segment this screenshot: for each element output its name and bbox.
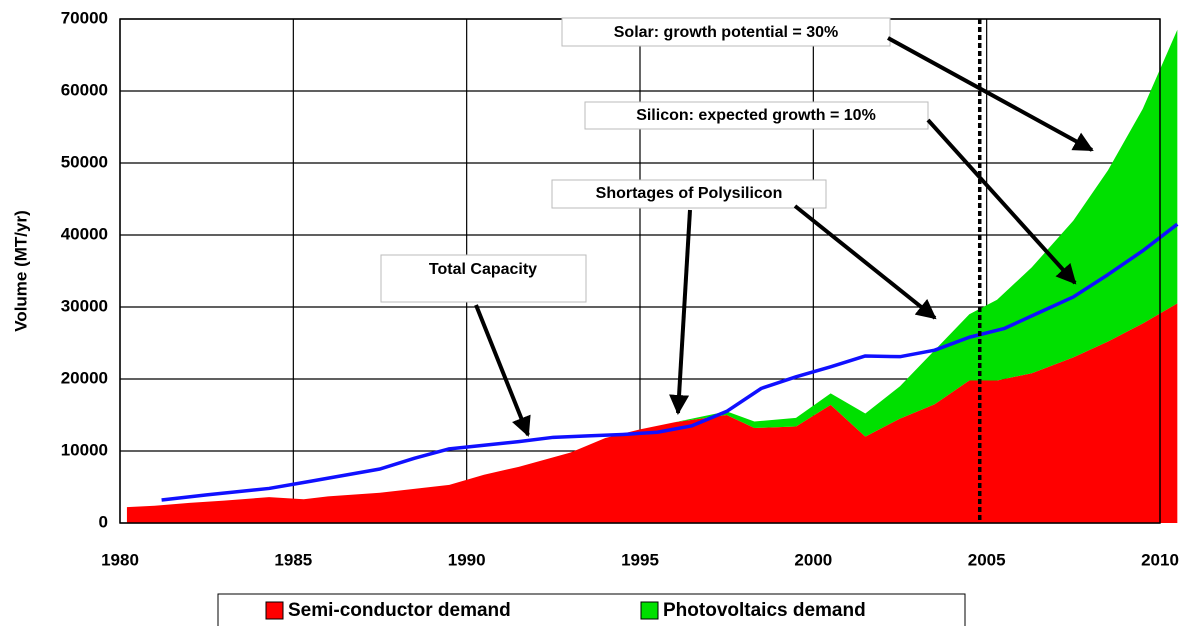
- legend-swatch: [265, 601, 284, 620]
- arrow: [793, 204, 937, 320]
- annotation-box: [561, 17, 891, 47]
- x-tick-label: 2000: [794, 550, 832, 569]
- y-tick-label: 0: [99, 512, 108, 531]
- annotation-box: [584, 101, 929, 130]
- legend-label: Semi-conductor demand: [288, 600, 511, 621]
- annotation: Shortages of Polysilicon: [596, 185, 783, 202]
- x-tick-label: 1990: [448, 550, 486, 569]
- plot: [126, 29, 1179, 523]
- annotation: Solar: growth potential = 30%: [614, 24, 838, 41]
- x-tick-label: 1995: [621, 550, 659, 569]
- annotation: Total Capacity: [429, 261, 537, 278]
- y-tick-label: 60000: [61, 80, 108, 99]
- x-tick-label: 1985: [274, 550, 312, 569]
- legend-box: [217, 593, 966, 626]
- legend-label: Photovoltaics demand: [663, 600, 866, 621]
- area: [126, 303, 1178, 523]
- legend-swatch: [640, 601, 659, 620]
- y-tick-label: 20000: [61, 368, 108, 387]
- y-tick-label: 70000: [61, 8, 108, 27]
- y-axis-label: Volume (MT/yr): [11, 210, 30, 332]
- arrows: [474, 36, 1094, 437]
- annotation-box: [551, 179, 827, 209]
- annotation-box: [380, 254, 587, 303]
- line: [161, 222, 1179, 502]
- y-tick-label: 10000: [61, 440, 108, 459]
- y-tick-label: 50000: [61, 152, 108, 171]
- x-tick-label: 2005: [968, 550, 1006, 569]
- arrow: [926, 118, 1077, 285]
- annotation: Silicon: expected growth = 10%: [636, 107, 876, 124]
- arrow: [887, 36, 1094, 152]
- area: [126, 29, 1178, 508]
- legend: Semi-conductor demand Photovoltaics dema…: [217, 593, 966, 626]
- arrow: [669, 209, 692, 415]
- x-tick-label: 1980: [101, 550, 139, 569]
- annotations: Solar: growth potential = 30% Silicon: e…: [380, 17, 1094, 437]
- x-tick-label: 2010: [1141, 550, 1179, 569]
- y-tick-label: 30000: [61, 296, 108, 315]
- arrow: [474, 304, 531, 437]
- y-tick-label: 40000: [61, 224, 108, 243]
